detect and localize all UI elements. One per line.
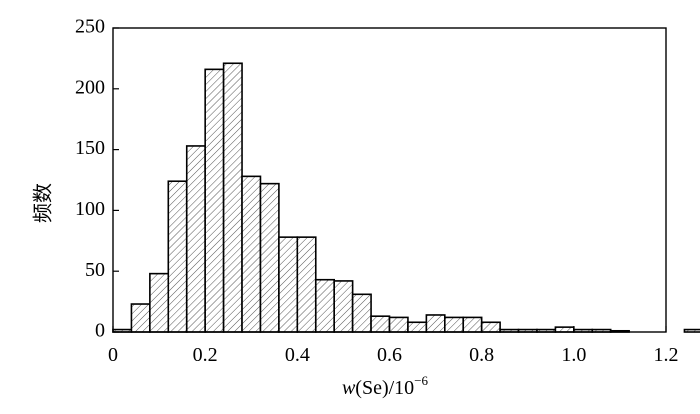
- y-tick-label: 200: [75, 76, 105, 98]
- y-tick-label: 0: [95, 320, 105, 342]
- histogram-bar: [241, 175, 262, 333]
- x-tick-label: 0.8: [469, 344, 494, 366]
- histogram-bar: [370, 315, 391, 333]
- x-axis-title-italic: w: [342, 377, 356, 399]
- histogram-bar: [443, 316, 465, 333]
- x-tick-label: 0.2: [193, 344, 218, 366]
- x-axis-ticks: 0 0.2 0.4 0.6 0.8 1.0 1.2: [108, 326, 679, 366]
- histogram-bar: [259, 182, 280, 333]
- histogram-bar: [222, 62, 243, 333]
- histogram-bar: [130, 303, 151, 333]
- histogram-bar: [407, 321, 428, 333]
- histogram-bar: [333, 280, 354, 333]
- histogram-bar: [425, 314, 446, 333]
- histogram-bar: [314, 278, 335, 333]
- x-axis-title-sup: −6: [414, 373, 428, 388]
- histogram-bar: [480, 321, 501, 333]
- histogram-bar: [351, 293, 372, 333]
- histogram-bar: [683, 328, 700, 333]
- histogram-bar: [204, 68, 225, 333]
- histogram-bar: [185, 145, 206, 333]
- bars-group: [112, 62, 700, 333]
- y-tick-label: 50: [85, 259, 105, 281]
- histogram-bar: [388, 316, 409, 333]
- x-tick-label: 0.4: [285, 344, 310, 366]
- x-tick-label: 1.0: [561, 344, 586, 366]
- histogram-bar: [296, 236, 317, 333]
- histogram-bar: [167, 180, 188, 333]
- y-tick-label: 250: [75, 16, 105, 38]
- y-tick-label: 150: [75, 137, 105, 159]
- y-axis-title: 频数: [32, 183, 55, 223]
- x-tick-label: 1.2: [654, 344, 679, 366]
- histogram-bar: [554, 326, 575, 333]
- x-tick-label: 0.6: [377, 344, 402, 366]
- x-axis-title-main: (Se)/10: [355, 377, 414, 399]
- x-tick-label: 0: [108, 344, 118, 366]
- histogram-bar: [278, 236, 299, 333]
- y-axis-ticks: 0 50 100 150 200 250: [75, 16, 119, 342]
- x-axis-title: w(Se)/10−6: [342, 373, 429, 399]
- y-tick-label: 100: [75, 198, 105, 220]
- histogram-bar: [149, 272, 170, 333]
- histogram-bar: [462, 316, 483, 333]
